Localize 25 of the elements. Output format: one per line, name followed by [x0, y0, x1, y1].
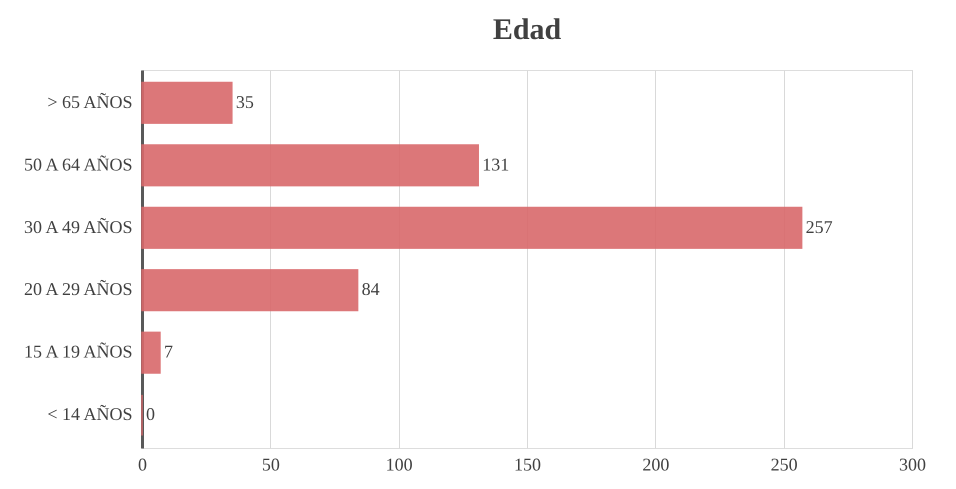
y-tick-label: < 14 AÑOS: [47, 404, 132, 424]
bar: [141, 269, 358, 312]
bar: [141, 82, 233, 124]
x-tick-label: 250: [770, 454, 798, 474]
x-tick-label: 150: [514, 454, 541, 474]
y-tick-label: 20 A 29 AÑOS: [24, 279, 132, 300]
y-tick-label: 30 A 49 AÑOS: [24, 216, 132, 237]
x-tick-label: 0: [138, 454, 147, 474]
x-tick-label: 50: [262, 454, 280, 474]
y-tick-label: 50 A 64 AÑOS: [24, 154, 132, 174]
bar: [141, 332, 161, 374]
data-label: 0: [146, 404, 155, 424]
data-label: 257: [806, 216, 833, 237]
bar: [141, 206, 802, 249]
y-tick-label: > 65 AÑOS: [47, 92, 132, 112]
data-label: 7: [164, 342, 173, 362]
chart-title: Edad: [492, 13, 562, 46]
data-label: 131: [482, 154, 510, 174]
data-label: 35: [236, 92, 254, 112]
bar: [141, 144, 479, 186]
x-tick-label: 100: [386, 454, 413, 474]
data-label: 84: [362, 279, 380, 300]
x-tick-label: 300: [899, 454, 926, 474]
x-tick-label: 200: [642, 454, 670, 474]
y-tick-label: 15 A 19 AÑOS: [24, 342, 132, 362]
